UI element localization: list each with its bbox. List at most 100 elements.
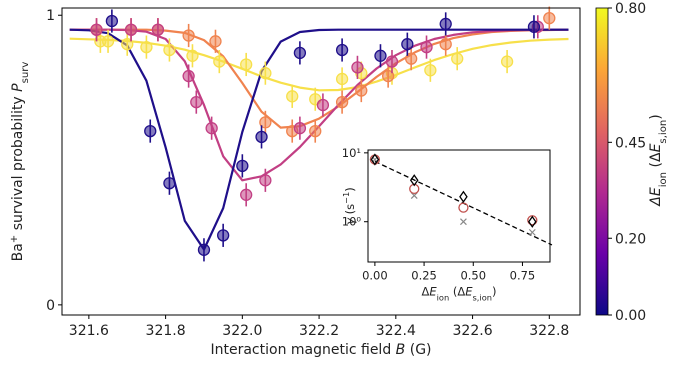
data-point [105, 14, 119, 28]
label-part: ion [658, 172, 669, 187]
label-part: E [465, 284, 473, 298]
label-part: P [10, 83, 26, 92]
data-point [209, 35, 222, 48]
x-tick-label: 321.6 [69, 323, 109, 339]
data-point [458, 202, 469, 213]
label-part: E [648, 143, 664, 152]
colorbar [595, 7, 609, 316]
y-axis-label: γ (s−1) [341, 187, 357, 225]
colorbar-label: ΔEion (ΔEs,ion) [648, 114, 669, 206]
colorbar-tick-label: 0.00 [615, 308, 646, 324]
data-point [259, 67, 272, 80]
x-tick-label: 0.25 [411, 269, 437, 283]
axes-frame [61, 7, 581, 316]
fit-curve [69, 28, 569, 182]
label-part: E [429, 284, 437, 298]
x-tick-label: 322.4 [376, 323, 416, 339]
data-point [439, 38, 452, 51]
data-point [197, 243, 211, 256]
data-point [101, 35, 115, 48]
label-part: (G) [405, 342, 431, 358]
data-point [255, 130, 268, 144]
data-point [213, 55, 226, 68]
label-part: ΔE [648, 187, 664, 207]
data-point [527, 215, 537, 228]
data-point [240, 188, 253, 201]
label-part: (s [343, 204, 357, 218]
x-tick-label: 322.2 [299, 323, 339, 339]
label-part: Ba [10, 243, 26, 261]
data-point [401, 38, 414, 51]
data-point [409, 174, 419, 187]
x-tick-label: 0.50 [460, 269, 486, 283]
data-point [385, 55, 399, 68]
label-part: s,ion [473, 292, 493, 302]
data-point [316, 98, 330, 112]
data-point [90, 23, 103, 36]
label-part: B [396, 342, 406, 358]
data-point [424, 64, 437, 77]
data-point [240, 58, 253, 71]
data-point [182, 69, 195, 83]
label-part: −1 [341, 192, 351, 204]
data-point [500, 55, 514, 68]
label-part: (Δ [449, 284, 465, 298]
data-point [186, 49, 199, 62]
data-point [163, 177, 176, 190]
x-tick-label: 322.0 [222, 323, 262, 339]
data-point [460, 218, 467, 226]
colorbar-tick-label: 0.20 [615, 231, 646, 247]
data-point [405, 52, 418, 65]
x-tick-label: 0.00 [362, 269, 388, 283]
y-tick-label: 10¹ [342, 146, 361, 160]
data-point [205, 122, 218, 135]
data-point [236, 159, 249, 172]
label-part: ) [492, 284, 497, 298]
label-part: Interaction magnetic field [210, 342, 395, 358]
axes-frame [367, 149, 551, 263]
label-part: Δ [421, 284, 429, 298]
inset-background [336, 145, 555, 297]
x-tick-label: 321.8 [146, 323, 186, 339]
label-part: surv [20, 62, 31, 84]
data-point [140, 40, 153, 54]
x-axis-label: Interaction magnetic field B (G) [210, 342, 431, 358]
data-point [217, 229, 230, 242]
label-part: survival probability [10, 92, 26, 235]
label-part: s,ion [658, 120, 669, 144]
data-point [335, 43, 349, 57]
data-point [259, 116, 272, 129]
label-part: ) [648, 114, 664, 119]
x-tick-label: 322.8 [529, 323, 569, 339]
label-part: γ [343, 217, 357, 225]
data-point [259, 174, 272, 187]
data-point [190, 95, 203, 109]
data-point [335, 95, 349, 109]
data-point [144, 124, 157, 138]
label-part: ion [437, 292, 450, 302]
data-point [459, 190, 468, 203]
data-point [293, 122, 307, 135]
label-part: + [9, 235, 20, 243]
data-point [451, 52, 464, 65]
data-point [151, 23, 165, 36]
data-point [163, 43, 176, 57]
data-point [420, 40, 433, 54]
fit-curve [69, 37, 569, 92]
data-point [439, 17, 452, 31]
x-axis-label: ΔEion (ΔEs,ion) [421, 284, 496, 302]
data-point [124, 23, 138, 36]
data-point [370, 153, 380, 166]
colorbar-tick-label: 0.80 [615, 1, 646, 17]
label-part: ) [343, 187, 357, 192]
y-tick-label: 0 [46, 298, 55, 314]
colorbar-tick-label: 0.45 [615, 135, 646, 151]
data-point [381, 69, 395, 83]
data-point [527, 20, 541, 33]
fit-curve [69, 28, 569, 251]
data-point [528, 228, 536, 236]
y-tick-label: 1 [46, 8, 55, 24]
y-axis-label: Ba+ survival probability Psurv [9, 62, 31, 262]
x-tick-label: 0.75 [510, 269, 536, 283]
